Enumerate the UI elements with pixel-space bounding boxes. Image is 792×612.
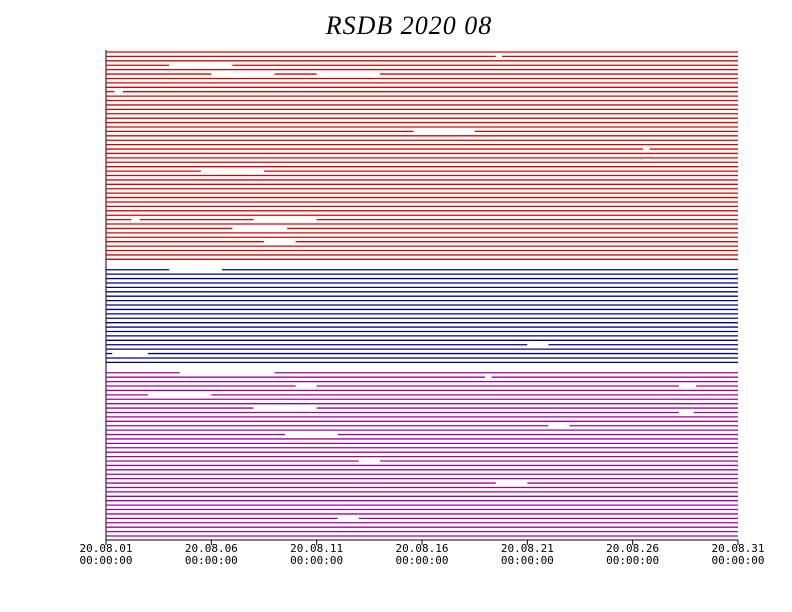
- x-tick-label: 20.08.16 00:00:00: [395, 542, 449, 567]
- x-tick-label: 20.08.01 00:00:00: [79, 542, 133, 567]
- chart-title: RSDB 2020 08: [325, 11, 493, 40]
- x-tick-label: 20.08.11 00:00:00: [290, 542, 344, 567]
- x-tick-label: 20.08.26 00:00:00: [606, 542, 660, 567]
- x-tick-label: 20.08.21 00:00:00: [500, 542, 554, 567]
- x-tick-label: 20.08.31 00:00:00: [711, 542, 765, 567]
- x-tick-label: 20.08.06 00:00:00: [184, 542, 238, 567]
